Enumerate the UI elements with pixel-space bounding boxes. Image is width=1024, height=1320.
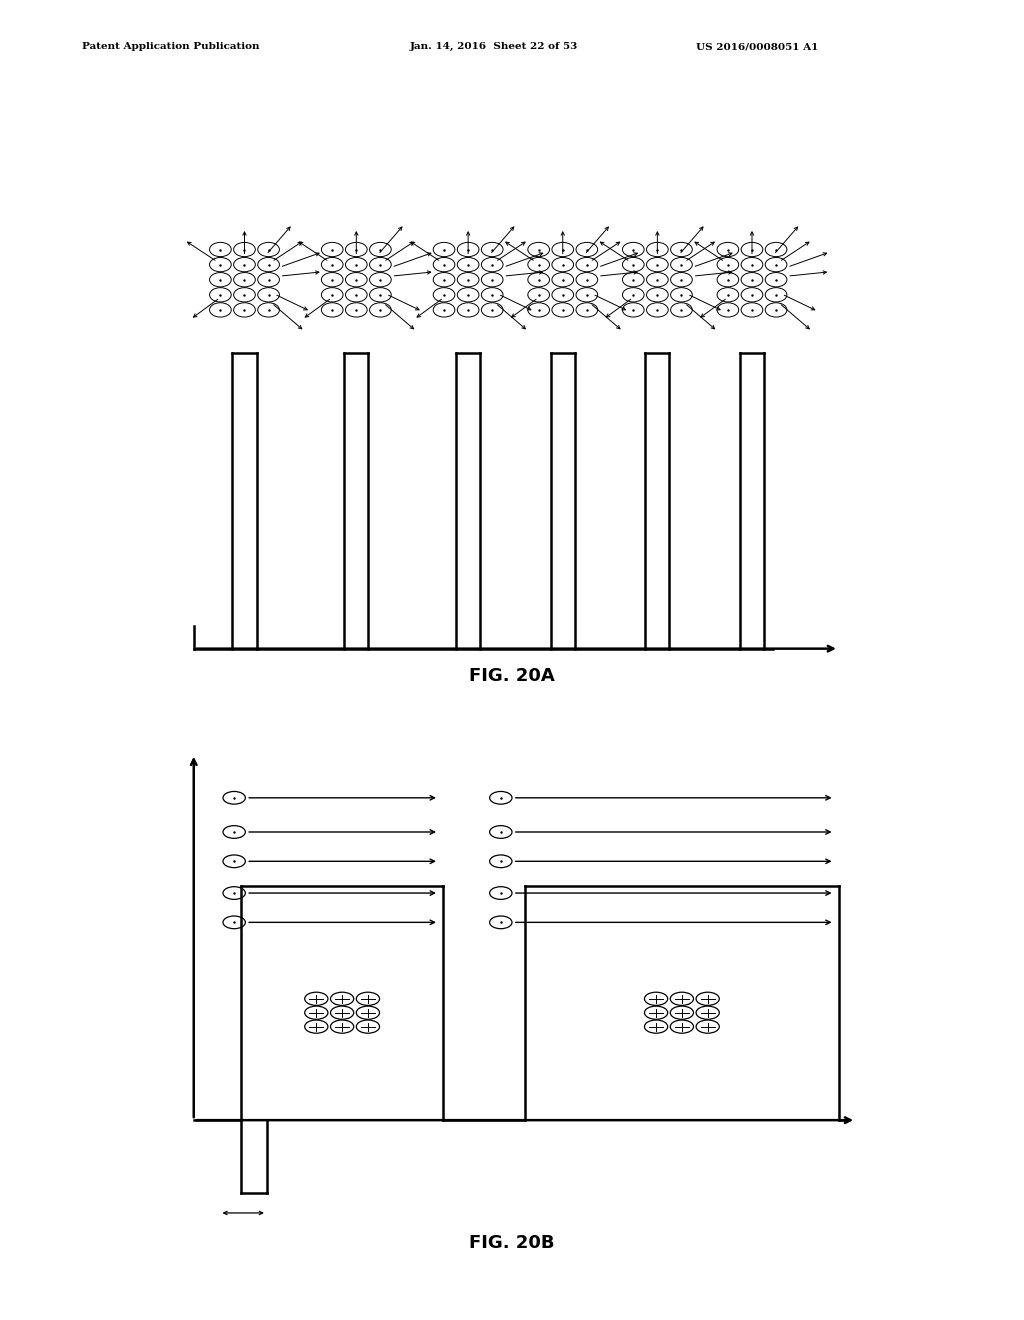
Text: Patent Application Publication: Patent Application Publication bbox=[82, 42, 259, 51]
Text: US 2016/0008051 A1: US 2016/0008051 A1 bbox=[696, 42, 819, 51]
Text: Jan. 14, 2016  Sheet 22 of 53: Jan. 14, 2016 Sheet 22 of 53 bbox=[410, 42, 578, 51]
Text: FIG. 20A: FIG. 20A bbox=[469, 667, 555, 685]
Text: FIG. 20B: FIG. 20B bbox=[469, 1234, 555, 1253]
